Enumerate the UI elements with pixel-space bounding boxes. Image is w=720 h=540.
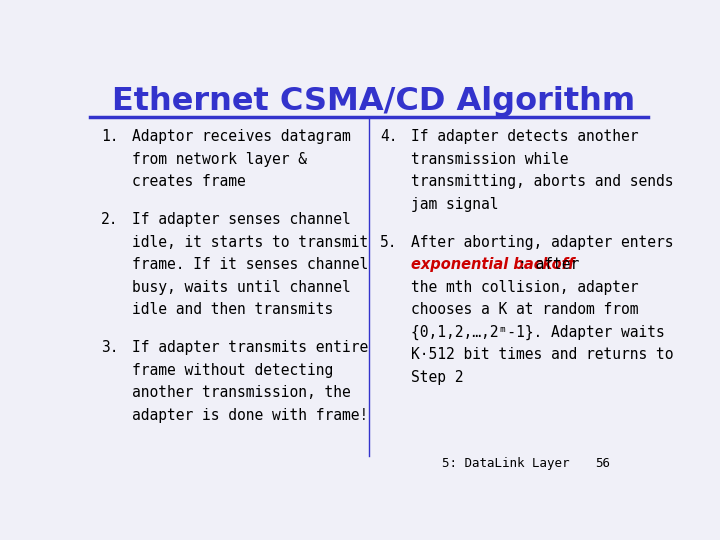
Text: from network layer &: from network layer & [132,152,307,167]
Text: If adapter detects another: If adapter detects another [411,129,639,144]
Text: 1.: 1. [101,129,119,144]
Text: {0,1,2,…,2ᵐ-1}. Adapter waits: {0,1,2,…,2ᵐ-1}. Adapter waits [411,325,665,340]
Text: Ethernet CSMA/CD Algorithm: Ethernet CSMA/CD Algorithm [112,85,636,117]
Text: If adapter transmits entire: If adapter transmits entire [132,341,368,355]
Text: frame. If it senses channel: frame. If it senses channel [132,258,368,272]
Text: transmission while: transmission while [411,152,568,167]
Text: If adapter senses channel: If adapter senses channel [132,212,351,227]
Text: another transmission, the: another transmission, the [132,386,351,400]
Text: 5.: 5. [380,235,397,250]
Text: frame without detecting: frame without detecting [132,363,333,378]
Text: : after: : after [518,258,579,272]
Text: 4.: 4. [380,129,397,144]
Text: K·512 bit times and returns to: K·512 bit times and returns to [411,347,673,362]
Text: idle and then transmits: idle and then transmits [132,302,333,317]
Text: Step 2: Step 2 [411,369,464,384]
Text: 2.: 2. [101,212,119,227]
Text: jam signal: jam signal [411,197,498,212]
Text: 56: 56 [595,457,610,470]
Text: adapter is done with frame!: adapter is done with frame! [132,408,368,423]
Text: chooses a K at random from: chooses a K at random from [411,302,639,317]
Text: After aborting, adapter enters: After aborting, adapter enters [411,235,673,250]
Text: transmitting, aborts and sends: transmitting, aborts and sends [411,174,673,189]
Text: the mth collision, adapter: the mth collision, adapter [411,280,639,295]
Text: creates frame: creates frame [132,174,246,189]
Text: Adaptor receives datagram: Adaptor receives datagram [132,129,351,144]
Text: idle, it starts to transmit: idle, it starts to transmit [132,235,368,250]
Text: 5: DataLink Layer: 5: DataLink Layer [441,457,569,470]
Text: busy, waits until channel: busy, waits until channel [132,280,351,295]
Text: exponential backoff: exponential backoff [411,258,575,272]
Text: 3.: 3. [101,341,119,355]
